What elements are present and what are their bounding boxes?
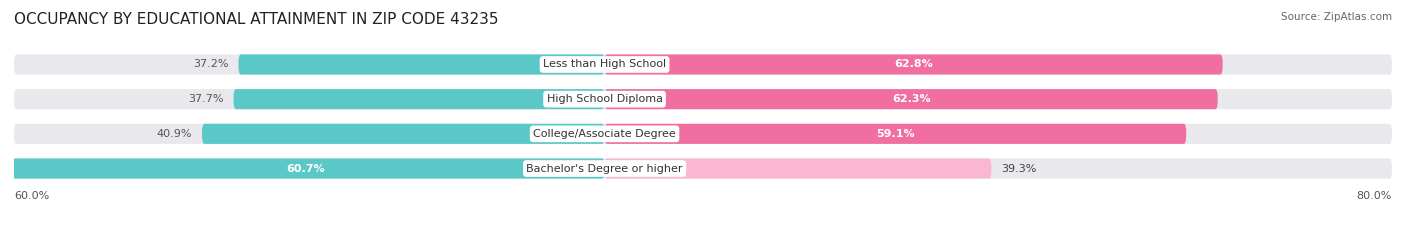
Text: 37.7%: 37.7% (188, 94, 224, 104)
FancyBboxPatch shape (605, 158, 991, 178)
FancyBboxPatch shape (14, 158, 1392, 178)
Text: 80.0%: 80.0% (1357, 191, 1392, 201)
Text: 40.9%: 40.9% (156, 129, 193, 139)
FancyBboxPatch shape (202, 124, 605, 144)
FancyBboxPatch shape (605, 89, 1218, 109)
FancyBboxPatch shape (7, 158, 605, 178)
Text: Bachelor's Degree or higher: Bachelor's Degree or higher (526, 164, 683, 174)
FancyBboxPatch shape (14, 55, 1392, 75)
FancyBboxPatch shape (14, 89, 1392, 109)
FancyBboxPatch shape (14, 124, 1392, 144)
Text: 39.3%: 39.3% (1001, 164, 1036, 174)
Text: 62.8%: 62.8% (894, 59, 934, 69)
Text: 60.7%: 60.7% (287, 164, 325, 174)
Text: 37.2%: 37.2% (193, 59, 229, 69)
FancyBboxPatch shape (605, 124, 1187, 144)
Text: 59.1%: 59.1% (876, 129, 915, 139)
Text: High School Diploma: High School Diploma (547, 94, 662, 104)
Text: 60.0%: 60.0% (14, 191, 49, 201)
Text: Less than High School: Less than High School (543, 59, 666, 69)
Text: OCCUPANCY BY EDUCATIONAL ATTAINMENT IN ZIP CODE 43235: OCCUPANCY BY EDUCATIONAL ATTAINMENT IN Z… (14, 12, 499, 27)
Text: College/Associate Degree: College/Associate Degree (533, 129, 676, 139)
Text: Source: ZipAtlas.com: Source: ZipAtlas.com (1281, 12, 1392, 22)
FancyBboxPatch shape (239, 55, 605, 75)
FancyBboxPatch shape (233, 89, 605, 109)
FancyBboxPatch shape (605, 55, 1223, 75)
Text: 62.3%: 62.3% (891, 94, 931, 104)
